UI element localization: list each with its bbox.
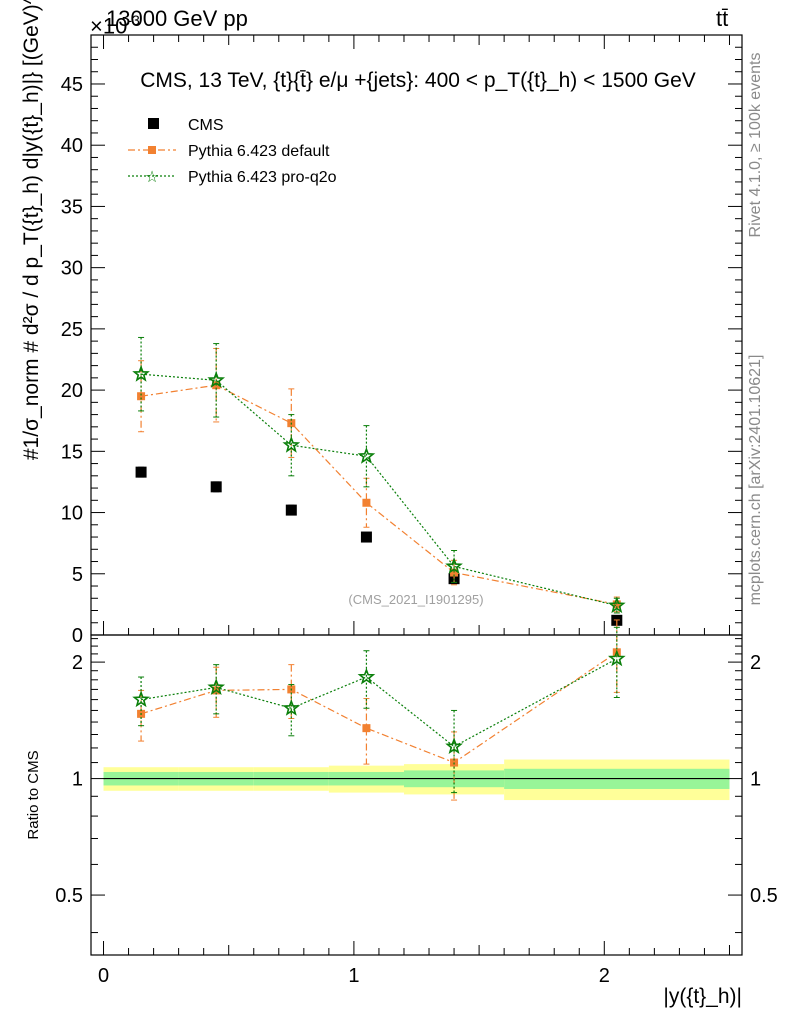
ratio-point-default (362, 724, 371, 733)
main-ytick-label: 35 (61, 196, 83, 218)
rivet-version-text: Rivet 4.1.0, ≥ 100k events (747, 53, 764, 238)
ratio-axes: 0.5 0.5 1 1 2 2 0 1 2 (55, 638, 778, 987)
ratio-ytick-label: 1 (72, 769, 83, 791)
y-exponent-power: -3 (127, 12, 140, 28)
legend-label-default: Pythia 6.423 default (188, 143, 330, 160)
main-ytick-label: 40 (61, 135, 83, 157)
x-tick-label: 2 (599, 965, 610, 987)
legend-marker-cms (148, 118, 159, 129)
main-ytick-label: 30 (61, 258, 83, 280)
legend-marker-proq2o: ☆ (145, 169, 159, 186)
header-left: 13000 GeV pp (106, 6, 248, 31)
plot-title: CMS, 13 TeV, {t}{t̄} e/μ +{jets}: 400 < … (140, 69, 696, 92)
main-ytick-label: 45 (61, 74, 83, 96)
ratio-plot-frame (90, 634, 743, 956)
main-y-axis-label: #1/σ_norm # d²σ / d p_T({t}_h) d|y({t}_h… (20, 0, 43, 460)
ratio-point-proq2o (445, 737, 463, 755)
ratio-point-proq2o (357, 667, 376, 685)
main-point-cms (285, 504, 297, 516)
legend-marker-default (148, 146, 156, 154)
header-right: tt̄ (716, 6, 729, 31)
ratio-point-proq2o (282, 698, 301, 716)
main-point-default (450, 568, 459, 577)
ratio-y-axis-label: Ratio to CMS (25, 750, 42, 839)
main-point-proq2o (445, 557, 463, 574)
ratio-line-default (140, 651, 618, 764)
legend-label-cms: CMS (188, 117, 224, 134)
main-ytick-label: 15 (61, 441, 83, 463)
ratio-point-proq2o (132, 690, 150, 708)
main-point-cms (360, 531, 372, 543)
main-series (132, 336, 626, 626)
main-axes: 0 5 10 15 20 25 30 35 40 45 (61, 35, 742, 955)
main-ytick-label: 0 (72, 625, 83, 647)
ratio-ytick-label: 0.5 (55, 885, 83, 907)
x-tick-label: 1 (348, 965, 359, 987)
main-ytick-label: 20 (61, 380, 83, 402)
main-line-proq2o (141, 373, 617, 607)
main-ytick-label: 5 (72, 564, 83, 586)
x-tick-label: 0 (98, 965, 109, 987)
ratio-ytick-label-right: 1 (750, 769, 761, 791)
plot-title-text: CMS, 13 TeV, {t}{t̄} e/μ +{jets}: 400 < … (140, 69, 696, 92)
main-point-proq2o (357, 446, 376, 464)
main-point-proq2o (132, 364, 150, 382)
ratio-ytick-label: 2 (72, 652, 83, 674)
y-exponent-label: ×10-3 (90, 12, 140, 39)
ratio-ytick-label-right: 2 (750, 652, 761, 674)
main-point-default (612, 600, 621, 609)
ratio-point-proq2o (607, 649, 626, 667)
main-ytick-label: 10 (61, 503, 83, 525)
main-point-default (137, 392, 146, 401)
ratio-ytick-label-right: 0.5 (750, 885, 778, 907)
main-point-proq2o (207, 371, 226, 388)
ratio-uncertainty-bands (103, 759, 730, 801)
legend-label-proq2o: Pythia 6.423 pro-q2o (188, 169, 337, 186)
main-point-proq2o (607, 596, 626, 614)
x-axis-label: |y({t}_h)| (663, 985, 742, 1008)
ratio-series (132, 619, 626, 801)
legend: CMS Pythia 6.423 default ☆ Pythia 6.423 … (128, 117, 337, 186)
analysis-watermark: (CMS_2021_I1901295) (348, 592, 483, 607)
main-line-default (140, 384, 617, 605)
ratio-point-proq2o (207, 678, 226, 695)
main-point-cms (210, 481, 222, 493)
main-point-cms (135, 466, 147, 478)
main-point-proq2o (282, 435, 301, 453)
main-point-default (362, 498, 371, 507)
source-text: mcplots.cern.ch [arXiv:2401.10621] (747, 355, 764, 606)
main-ytick-label: 25 (61, 319, 83, 341)
